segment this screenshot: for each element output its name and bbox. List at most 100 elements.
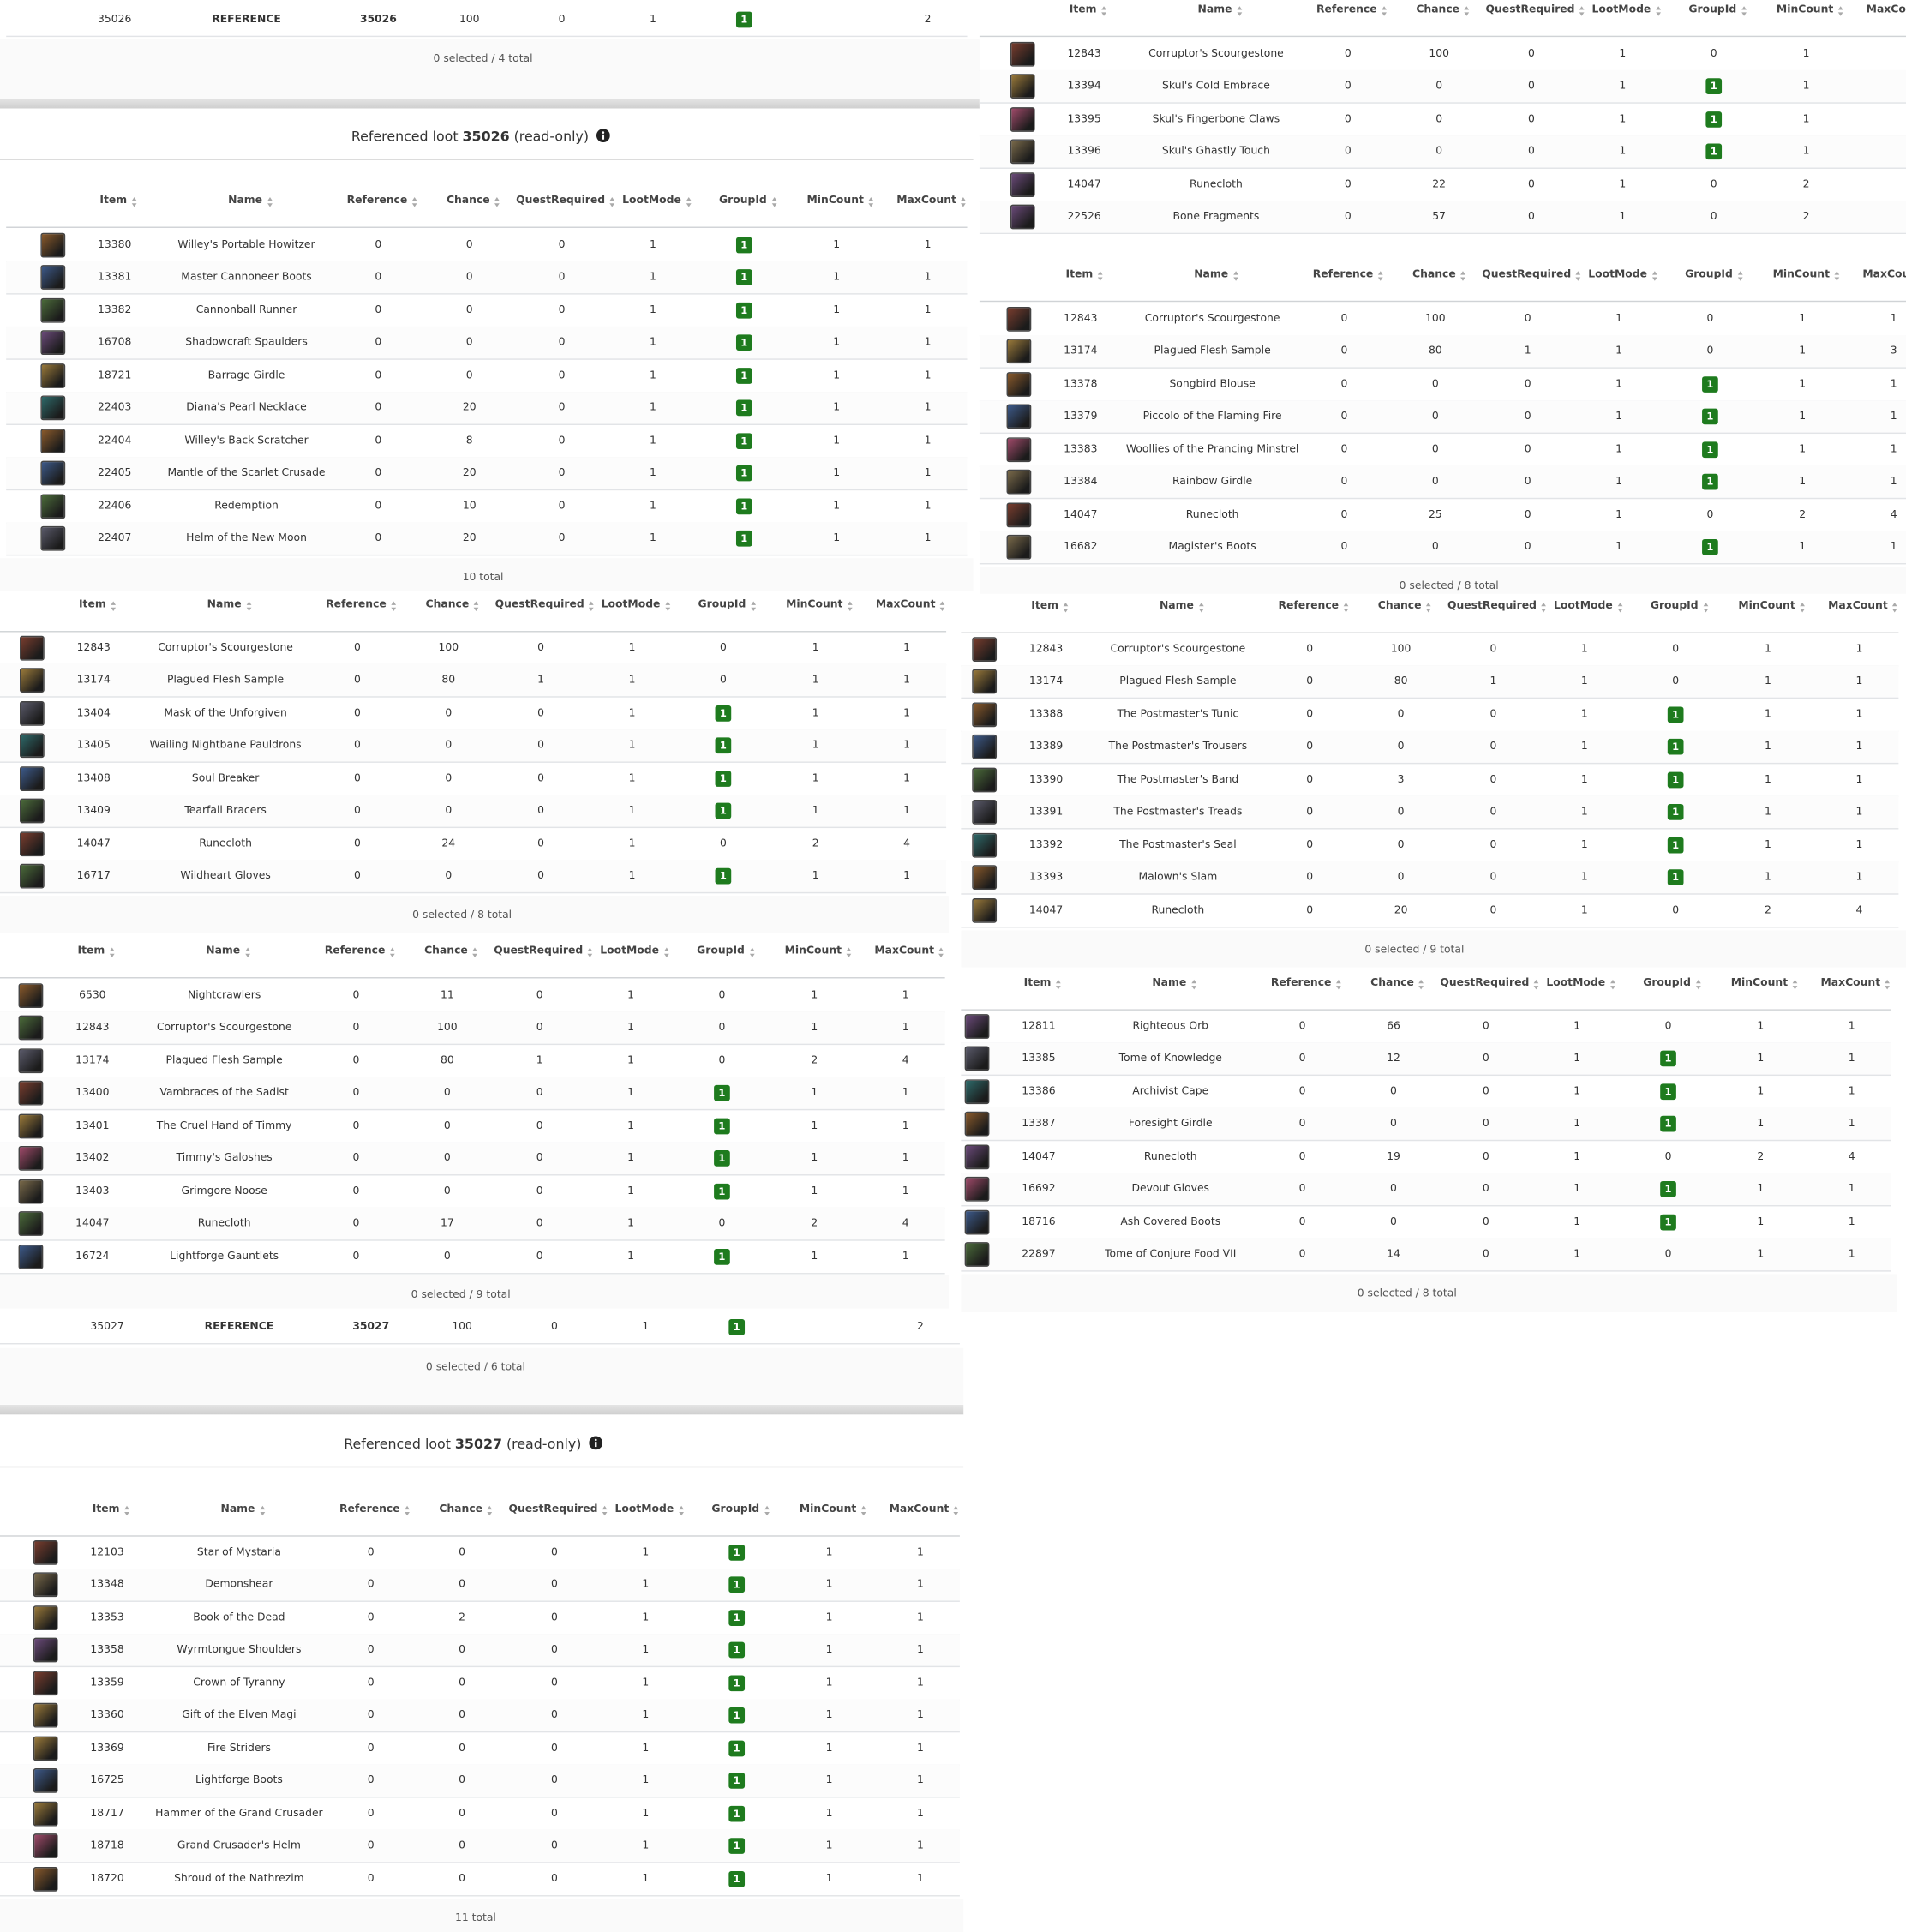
cell-item: 16724 bbox=[75, 1250, 110, 1263]
cell-chance: 0 bbox=[465, 303, 473, 317]
column-header[interactable]: GroupId bbox=[1688, 3, 1747, 16]
column-header[interactable]: QuestRequired bbox=[508, 1503, 608, 1516]
column-header[interactable]: GroupId bbox=[719, 195, 777, 207]
cell-chance: 0 bbox=[459, 1742, 466, 1755]
cell-mincount: 1 bbox=[1765, 675, 1771, 688]
column-header[interactable]: GroupId bbox=[1643, 977, 1701, 990]
column-header[interactable]: GroupId bbox=[698, 599, 756, 612]
column-header[interactable]: GroupId bbox=[1651, 600, 1708, 613]
column-header[interactable]: LootMode bbox=[614, 1503, 684, 1516]
cell-item: 14047 bbox=[1064, 508, 1098, 521]
column-header[interactable]: Name bbox=[228, 195, 273, 207]
column-header[interactable]: LootMode bbox=[622, 195, 692, 207]
column-header[interactable]: Name bbox=[206, 945, 250, 958]
column-header[interactable]: MinCount bbox=[786, 599, 854, 612]
column-header[interactable]: Item bbox=[1065, 268, 1103, 281]
group-badge: 1 bbox=[735, 432, 752, 449]
column-header[interactable]: QuestRequired bbox=[1440, 977, 1540, 990]
column-header[interactable]: Reference bbox=[1313, 268, 1383, 281]
column-header[interactable]: Name bbox=[207, 599, 251, 612]
column-header[interactable]: Item bbox=[79, 599, 117, 612]
column-header[interactable]: Name bbox=[1160, 600, 1204, 613]
column-header[interactable]: Chance bbox=[1412, 268, 1466, 281]
column-header[interactable]: Name bbox=[220, 1503, 265, 1516]
column-header[interactable]: MinCount bbox=[1773, 268, 1840, 281]
cell-reference: 0 bbox=[375, 500, 382, 513]
cell-chance: 2 bbox=[459, 1611, 466, 1624]
column-header[interactable]: MaxCount bbox=[1828, 600, 1898, 613]
cell-chance: 0 bbox=[445, 805, 453, 818]
column-header[interactable]: LootMode bbox=[1588, 268, 1657, 281]
column-header[interactable]: MaxCount bbox=[896, 195, 968, 207]
column-header[interactable]: Item bbox=[1024, 977, 1061, 990]
cell-questrequired: 0 bbox=[536, 1152, 543, 1165]
column-header[interactable]: QuestRequired bbox=[1482, 268, 1582, 281]
column-header[interactable]: Chance bbox=[426, 599, 480, 612]
column-header[interactable]: LootMode bbox=[1554, 600, 1622, 613]
column-header[interactable]: MinCount bbox=[1731, 977, 1798, 990]
column-header[interactable]: LootMode bbox=[1592, 3, 1661, 16]
column-header[interactable]: LootMode bbox=[602, 599, 670, 612]
cell-name: Lightforge Boots bbox=[195, 1774, 283, 1787]
panel-title: Referenced loot 35027 (read-only) bbox=[344, 1436, 602, 1452]
column-header[interactable]: Item bbox=[99, 195, 137, 207]
cell-name: Vambraces of the Sadist bbox=[159, 1087, 289, 1100]
cell-maxcount: 1 bbox=[1890, 476, 1897, 489]
column-header[interactable]: QuestRequired bbox=[1486, 3, 1585, 16]
cell-maxcount: 1 bbox=[924, 402, 932, 415]
column-header[interactable]: Name bbox=[1194, 268, 1238, 281]
column-header[interactable]: MaxCount bbox=[1820, 977, 1891, 990]
column-header[interactable]: MaxCount bbox=[1867, 3, 1906, 15]
cell-mincount: 1 bbox=[1765, 838, 1771, 851]
column-header[interactable]: Item bbox=[1031, 600, 1069, 613]
cell-reference: 0 bbox=[1340, 313, 1348, 326]
column-header[interactable]: QuestRequired bbox=[1447, 600, 1547, 613]
column-header[interactable]: Reference bbox=[339, 1503, 411, 1516]
column-header[interactable]: MinCount bbox=[785, 945, 852, 958]
cell-lootmode: 1 bbox=[1573, 1020, 1581, 1033]
column-header[interactable]: MaxCount bbox=[890, 1503, 960, 1516]
cell-mincount: 2 bbox=[1802, 211, 1810, 224]
column-header[interactable]: Item bbox=[93, 1503, 130, 1516]
column-header[interactable]: GroupId bbox=[711, 1503, 770, 1516]
column-header[interactable]: QuestRequired bbox=[516, 195, 616, 207]
column-header[interactable]: GroupId bbox=[697, 945, 755, 958]
cell-name: The Postmaster's Treads bbox=[1113, 806, 1243, 819]
column-header[interactable]: Reference bbox=[1278, 600, 1349, 613]
column-header[interactable]: MinCount bbox=[1738, 600, 1806, 613]
cell-maxcount: 1 bbox=[924, 336, 932, 350]
column-header[interactable]: MinCount bbox=[800, 1503, 867, 1516]
column-header[interactable]: Chance bbox=[424, 945, 478, 958]
cell-reference: 0 bbox=[1298, 1248, 1306, 1261]
column-header[interactable]: MinCount bbox=[807, 195, 874, 207]
column-header[interactable]: Reference bbox=[325, 945, 396, 958]
cell-questrequired: 0 bbox=[1528, 48, 1535, 61]
column-header[interactable]: Name bbox=[1198, 3, 1242, 16]
column-header[interactable]: Chance bbox=[1378, 600, 1432, 613]
cell-questrequired: 0 bbox=[537, 707, 545, 720]
column-header[interactable]: Reference bbox=[326, 599, 397, 612]
column-header[interactable]: Item bbox=[78, 945, 115, 958]
column-header[interactable]: LootMode bbox=[1546, 977, 1615, 990]
column-header[interactable]: Chance bbox=[439, 1503, 493, 1516]
cell-maxcount: 1 bbox=[903, 870, 911, 883]
column-header[interactable]: Chance bbox=[1370, 977, 1424, 990]
column-header[interactable]: MaxCount bbox=[874, 945, 945, 958]
column-header[interactable]: Chance bbox=[447, 195, 500, 207]
column-header[interactable]: Item bbox=[1070, 3, 1107, 16]
column-header[interactable]: QuestRequired bbox=[495, 599, 595, 612]
info-icon[interactable] bbox=[596, 129, 610, 143]
cell-item: 13383 bbox=[1064, 443, 1098, 456]
column-header[interactable]: Name bbox=[1152, 977, 1196, 990]
column-header[interactable]: Chance bbox=[1416, 3, 1470, 16]
column-header[interactable]: Reference bbox=[347, 195, 417, 207]
column-header[interactable]: Reference bbox=[1316, 3, 1388, 16]
column-header[interactable]: MaxCount bbox=[876, 599, 946, 612]
column-header[interactable]: QuestRequired bbox=[494, 945, 594, 958]
column-header[interactable]: MinCount bbox=[1777, 3, 1844, 16]
column-header[interactable]: Reference bbox=[1271, 977, 1342, 990]
column-header[interactable]: MaxCount bbox=[1862, 268, 1906, 280]
column-header[interactable]: LootMode bbox=[600, 945, 669, 958]
column-header[interactable]: GroupId bbox=[1685, 268, 1743, 281]
info-icon[interactable] bbox=[589, 1436, 602, 1450]
